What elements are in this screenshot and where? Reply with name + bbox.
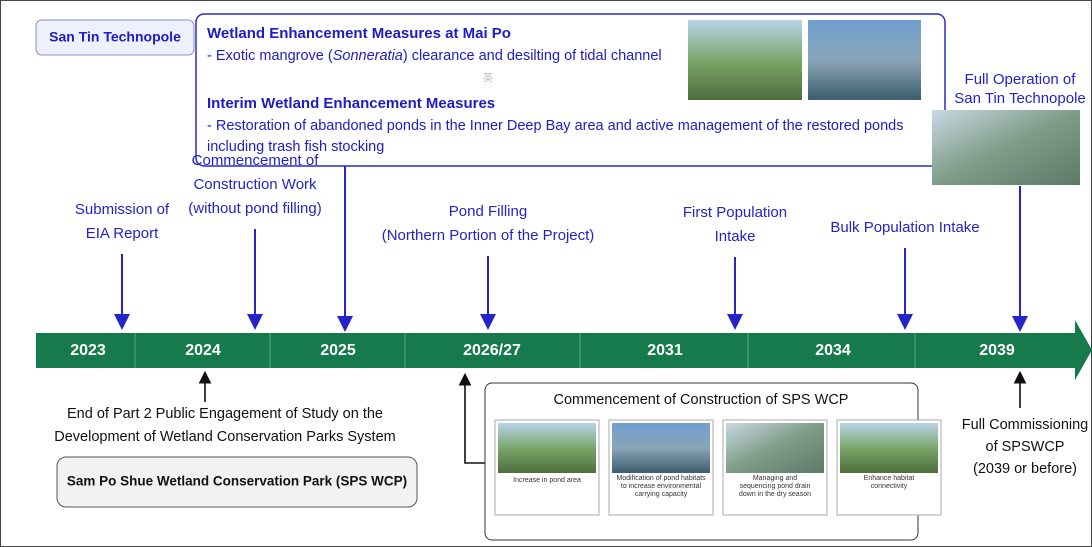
text-part: ) clearance and desilting of tidal chann…	[403, 48, 662, 64]
card-caption: sequencing pond drain	[740, 483, 811, 490]
card-caption: carrying capacity	[635, 491, 688, 498]
year-label: 2034	[815, 342, 851, 359]
year-label: 2031	[647, 342, 683, 359]
cards: Increase in pond area Modification of pon…	[494, 419, 942, 516]
timeline-bar	[36, 320, 1092, 380]
arrow	[458, 372, 485, 464]
park-box	[56, 456, 418, 508]
event-label: Construction Work	[193, 176, 317, 193]
year-label: 2026/27	[463, 342, 521, 359]
park-label: Sam Po Shue Wetland Conservation Park (S…	[67, 474, 407, 489]
measures-heading: Interim Wetland Enhancement Measures	[207, 95, 495, 112]
header-label: San Tin Technopole	[49, 29, 181, 45]
events-above: Submission of EIA Report Commencement of Co…	[75, 152, 980, 330]
card-caption: Managing and	[753, 475, 797, 482]
commissioning-text: (2039 or before)	[973, 461, 1077, 477]
card-caption: to increase environmental	[621, 483, 702, 490]
photo	[726, 423, 824, 473]
engagement-text: End of Part 2 Public Engagement of Study…	[67, 406, 383, 422]
event-label: Commencement of	[192, 152, 320, 169]
measures-line: including trash fish stocking	[207, 139, 384, 155]
event-label: Bulk Population Intake	[830, 219, 979, 236]
construction-title: Commencement of Construction of SPS WCP	[554, 392, 849, 408]
photo	[808, 20, 921, 100]
photo	[932, 110, 1080, 185]
card-caption: connectivity	[871, 483, 908, 490]
commissioning-text: Full Commissioning	[962, 417, 1089, 433]
photo	[688, 20, 802, 100]
photo	[612, 423, 710, 473]
event-label: Submission of	[75, 201, 170, 218]
measures-line: - Exotic mangrove (Sonneratia) clearance…	[207, 48, 662, 64]
year-label: 2024	[185, 342, 221, 359]
event-label: (Northern Portion of the Project)	[382, 227, 595, 244]
commissioning-text: of SPSWCP	[986, 439, 1065, 455]
text-part: - Exotic mangrove (	[207, 48, 333, 64]
event-label: Full Operation of	[965, 71, 1077, 88]
header-box	[35, 19, 195, 56]
year-label: 2023	[70, 342, 106, 359]
text-part: Sonneratia	[333, 48, 403, 64]
event-label: San Tin Technopole	[954, 90, 1086, 107]
glyph: 英	[483, 72, 493, 85]
engagement-text: Development of Wetland Conservation Park…	[54, 429, 395, 445]
card-caption: Enhance habitat	[864, 475, 915, 482]
photo	[840, 423, 938, 473]
event-label: EIA Report	[86, 225, 159, 242]
years: 2023 2024 2025 2026/27 2031 2034 2039	[70, 333, 1015, 368]
measures-heading: Wetland Enhancement Measures at Mai Po	[207, 25, 511, 42]
year-label: 2039	[979, 342, 1015, 359]
event-label: Intake	[715, 228, 756, 245]
photo	[498, 423, 596, 473]
event-label: (without pond filling)	[188, 200, 321, 217]
card-caption: Modification of pond habitats	[616, 475, 706, 482]
event-label: First Population	[683, 204, 787, 221]
measures-line: - Restoration of abandoned ponds in the …	[207, 118, 903, 134]
event-label: Pond Filling	[449, 203, 527, 220]
card-caption: Increase in pond area	[513, 477, 581, 484]
year-label: 2025	[320, 342, 356, 359]
card-caption: down in the dry season	[739, 491, 811, 498]
